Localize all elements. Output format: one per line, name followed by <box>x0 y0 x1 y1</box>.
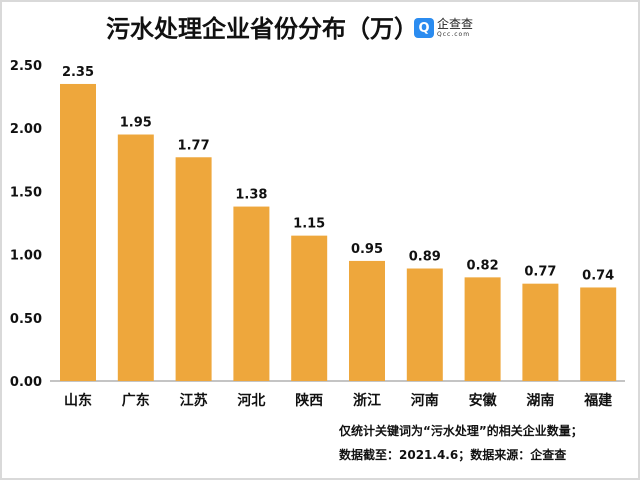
y-tick-label: 1.00 <box>10 249 42 264</box>
x-tick-label: 山东 <box>64 392 92 409</box>
footnote-scope: 仅统计关键词为“污水处理”的相关企业数量； <box>339 424 583 438</box>
y-tick-label: 0.50 <box>10 312 42 327</box>
bar-河南 <box>406 268 443 381</box>
data-label: 0.82 <box>467 258 499 273</box>
x-tick-label: 湖南 <box>526 392 554 409</box>
data-label: 1.38 <box>235 188 267 203</box>
x-tick-label: 陕西 <box>295 392 323 409</box>
data-label: 0.77 <box>524 265 556 280</box>
bar-陕西 <box>291 235 328 381</box>
bar-山东 <box>60 83 96 382</box>
y-tick-label: 0.00 <box>10 375 42 390</box>
x-tick-label: 浙江 <box>353 392 381 409</box>
y-tick-label: 1.50 <box>10 185 42 200</box>
data-label: 1.95 <box>120 116 152 131</box>
bar-安徽 <box>464 277 501 381</box>
x-tick-label: 河南 <box>411 392 439 409</box>
y-tick-label: 2.00 <box>10 122 42 137</box>
bar-广东 <box>117 134 154 381</box>
x-tick-label: 河北 <box>237 392 265 409</box>
x-tick-label: 广东 <box>122 392 150 409</box>
qcc-logo: Q 企查查 Qcc.com <box>414 18 473 38</box>
logo-name-en: Qcc.com <box>437 31 471 38</box>
chart-title: 污水处理企业省份分布（万） <box>106 15 418 43</box>
bar-浙江 <box>349 260 385 381</box>
data-label: 0.89 <box>409 250 441 265</box>
bar-河北 <box>233 206 270 381</box>
x-tick-label: 安徽 <box>469 392 498 409</box>
footnote-source: 数据截至：2021.4.6；数据来源：企查查 <box>339 448 567 462</box>
x-tick-label: 福建 <box>583 392 612 409</box>
bar-湖南 <box>522 283 559 381</box>
data-label: 1.15 <box>293 217 325 232</box>
logo-text: 企查查 Qcc.com <box>437 18 473 38</box>
y-tick-label: 2.50 <box>10 59 42 74</box>
logo-name-cn: 企查查 <box>437 17 474 31</box>
x-tick-label: 江苏 <box>180 392 208 409</box>
qcc-logo-icon: Q <box>414 18 434 38</box>
data-label: 2.35 <box>62 65 94 80</box>
data-label: 0.95 <box>351 242 383 257</box>
data-label: 0.74 <box>582 268 614 283</box>
data-label: 1.77 <box>178 138 210 153</box>
bar-江苏 <box>175 157 212 381</box>
bar-福建 <box>580 287 617 381</box>
